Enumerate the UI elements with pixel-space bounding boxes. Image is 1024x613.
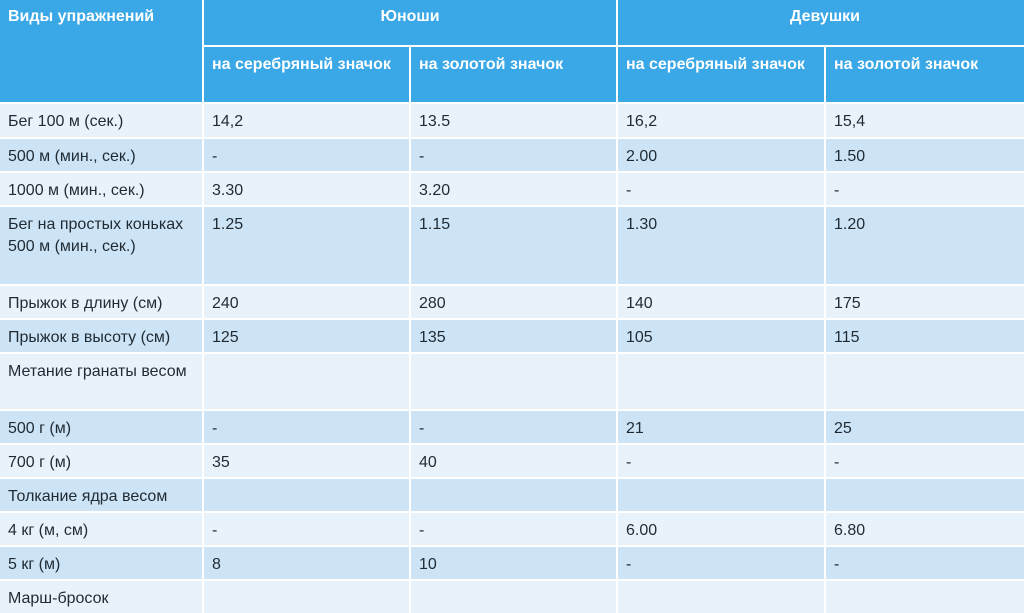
girls-silver-value: 1.30 (618, 207, 824, 284)
boys-gold-value: - (411, 513, 616, 545)
girls-gold-value: - (826, 173, 1024, 205)
girls-silver-value: - (618, 547, 824, 579)
row-name: Метание гранаты весом (0, 354, 202, 409)
girls-gold-value: 25 (826, 411, 1024, 443)
boys-gold-value: - (411, 411, 616, 443)
boys-silver-value: 35 (204, 445, 409, 477)
boys-silver-value (204, 581, 409, 613)
row-name: 500 г (м) (0, 411, 202, 443)
row-name: 700 г (м) (0, 445, 202, 477)
row-name: Толкание ядра весом (0, 479, 202, 511)
girls-silver-value: 2.00 (618, 139, 824, 171)
row-name: 500 м (мин., сек.) (0, 139, 202, 171)
row-name: 1000 м (мин., сек.) (0, 173, 202, 205)
girls-silver-value (618, 354, 824, 409)
boys-silver-value: - (204, 513, 409, 545)
boys-silver-value: 125 (204, 320, 409, 352)
girls-silver-value: - (618, 445, 824, 477)
girls-gold-value: 115 (826, 320, 1024, 352)
boys-silver-value: 8 (204, 547, 409, 579)
boys-gold-value: 135 (411, 320, 616, 352)
girls-silver-value (618, 581, 824, 613)
boys-silver-value: - (204, 411, 409, 443)
row-name: Прыжок в длину (см) (0, 286, 202, 318)
boys-gold-value: 3.20 (411, 173, 616, 205)
boys-silver-value (204, 354, 409, 409)
girls-gold-value: 15,4 (826, 104, 1024, 137)
girls-silver-value: 105 (618, 320, 824, 352)
girls-silver-value: - (618, 173, 824, 205)
row-name: Марш-бросок (0, 581, 202, 613)
header-girls-silver: на серебряный значок (618, 47, 824, 102)
row-name: 5 кг (м) (0, 547, 202, 579)
boys-silver-value: 1.25 (204, 207, 409, 284)
girls-gold-value: - (826, 547, 1024, 579)
boys-gold-value: 40 (411, 445, 616, 477)
girls-silver-value: 6.00 (618, 513, 824, 545)
boys-gold-value: 280 (411, 286, 616, 318)
header-boys: Юноши (204, 0, 616, 45)
girls-gold-value: 6.80 (826, 513, 1024, 545)
header-boys-silver: на серебряный значок (204, 47, 409, 102)
boys-gold-value: 10 (411, 547, 616, 579)
boys-silver-value: 14,2 (204, 104, 409, 137)
girls-gold-value: 1.20 (826, 207, 1024, 284)
boys-gold-value (411, 354, 616, 409)
header-girls-gold: на золотой значок (826, 47, 1024, 102)
header-exercise-types: Виды упражнений (0, 0, 202, 102)
girls-gold-value: 175 (826, 286, 1024, 318)
boys-silver-value: 3.30 (204, 173, 409, 205)
boys-gold-value: 13.5 (411, 104, 616, 137)
boys-silver-value: 240 (204, 286, 409, 318)
row-name: 4 кг (м, см) (0, 513, 202, 545)
row-name: Бег 100 м (сек.) (0, 104, 202, 137)
girls-gold-value (826, 354, 1024, 409)
header-girls: Девушки (618, 0, 1024, 45)
header-boys-gold: на золотой значок (411, 47, 616, 102)
girls-silver-value: 140 (618, 286, 824, 318)
boys-gold-value (411, 581, 616, 613)
row-name: Прыжок в высоту (см) (0, 320, 202, 352)
boys-silver-value: - (204, 139, 409, 171)
boys-gold-value (411, 479, 616, 511)
boys-gold-value: 1.15 (411, 207, 616, 284)
girls-gold-value: 1.50 (826, 139, 1024, 171)
girls-gold-value (826, 479, 1024, 511)
girls-gold-value: - (826, 445, 1024, 477)
girls-gold-value (826, 581, 1024, 613)
row-name: Бег на простых коньках 500 м (мин., сек.… (0, 207, 202, 284)
boys-gold-value: - (411, 139, 616, 171)
boys-silver-value (204, 479, 409, 511)
girls-silver-value (618, 479, 824, 511)
girls-silver-value: 16,2 (618, 104, 824, 137)
girls-silver-value: 21 (618, 411, 824, 443)
